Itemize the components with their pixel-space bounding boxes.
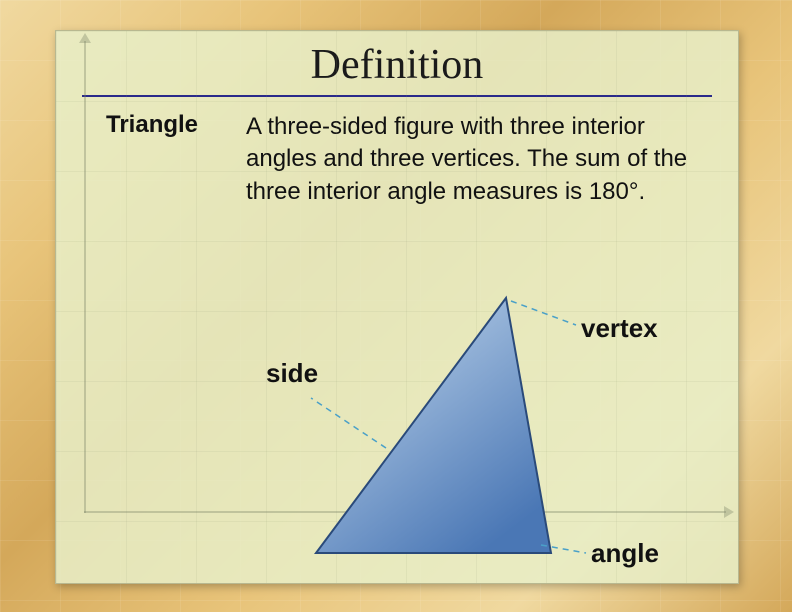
label-angle: angle [591, 538, 659, 569]
stage: Definition Triangle A three-sided figure… [0, 0, 792, 612]
definition-text: A three-sided figure with three interior… [246, 111, 698, 208]
label-side: side [266, 358, 318, 389]
triangle-svg [56, 253, 738, 583]
triangle-shape [316, 298, 551, 553]
term: Triangle [106, 111, 246, 208]
leader-side [311, 398, 386, 448]
card-title: Definition [56, 31, 738, 89]
label-vertex: vertex [581, 313, 658, 344]
definition-row: Triangle A three-sided figure with three… [56, 97, 738, 208]
definition-card: Definition Triangle A three-sided figure… [55, 30, 739, 584]
triangle-figure: vertex side angle [56, 253, 738, 583]
leader-vertex [511, 301, 576, 325]
